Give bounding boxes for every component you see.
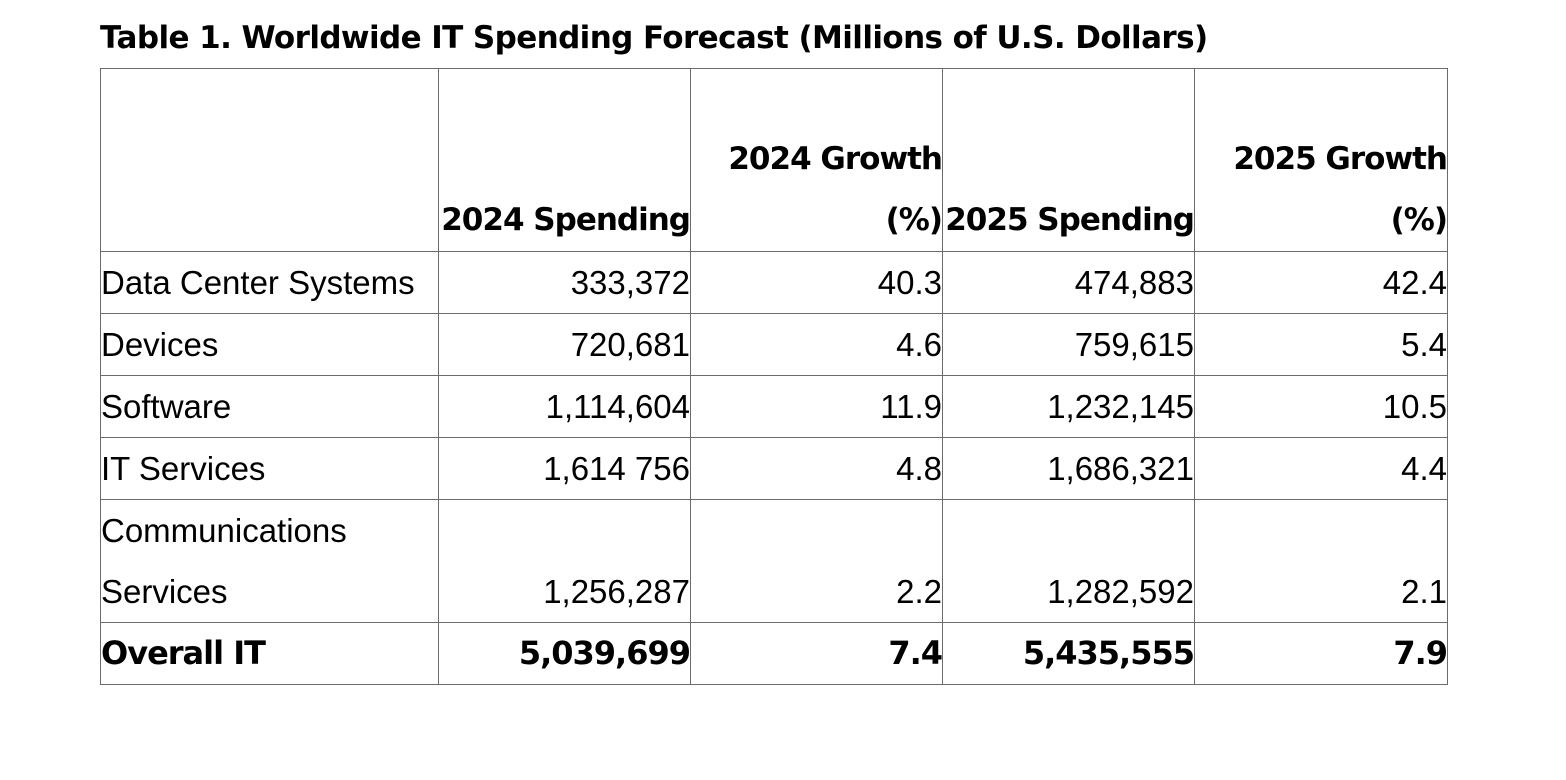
growth-2024-cell: 4.6 — [690, 313, 943, 376]
spend-2025-cell: 759,615 — [942, 313, 1195, 376]
table-row: Devices 720,681 4.6 759,615 5.4 — [100, 313, 1448, 376]
growth-2025-cell: 42.4 — [1194, 251, 1448, 314]
table-row: Software 1,114,604 11.9 1,232,145 10.5 — [100, 375, 1448, 438]
growth-2025-cell: 5.4 — [1194, 313, 1448, 376]
growth-2025-cell: 2.1 — [1194, 499, 1448, 623]
growth-2025-cell: 4.4 — [1194, 437, 1448, 500]
spend-2024-cell: 720,681 — [438, 313, 691, 376]
growth-2024-cell: 11.9 — [690, 375, 943, 438]
table-row: IT Services 1,614 756 4.8 1,686,321 4.4 — [100, 437, 1448, 500]
growth-2024-cell: 4.8 — [690, 437, 943, 500]
segment-cell: Devices — [100, 313, 439, 376]
spend-2024-cell: 1,614 756 — [438, 437, 691, 500]
spend-2025-cell: 1,232,145 — [942, 375, 1195, 438]
table-caption: Table 1. Worldwide IT Spending Forecast … — [100, 20, 1208, 56]
header-row: 2024 Spending 2024 Growth (%) 2025 Spend… — [100, 68, 1448, 252]
total-spend-2024-cell: 5,039,699 — [438, 622, 691, 685]
segment-cell: Data Center Systems — [100, 251, 439, 314]
spend-2025-cell: 1,282,592 — [942, 499, 1195, 623]
header-segment — [100, 68, 439, 252]
spend-2024-cell: 333,372 — [438, 251, 691, 314]
spend-2025-cell: 1,686,321 — [942, 437, 1195, 500]
segment-cell: Software — [100, 375, 439, 438]
header-2024-growth: 2024 Growth (%) — [690, 68, 943, 252]
growth-2024-cell: 2.2 — [690, 499, 943, 623]
total-segment-cell: Overall IT — [100, 622, 439, 685]
header-2024-spending: 2024 Spending — [438, 68, 691, 252]
it-spending-table: 2024 Spending 2024 Growth (%) 2025 Spend… — [100, 68, 1448, 685]
segment-cell: IT Services — [100, 437, 439, 500]
growth-2024-cell: 40.3 — [690, 251, 943, 314]
spend-2024-cell: 1,114,604 — [438, 375, 691, 438]
table-row: Communications Services 1,256,287 2.2 1,… — [100, 499, 1448, 623]
spend-2025-cell: 474,883 — [942, 251, 1195, 314]
header-2025-spending: 2025 Spending — [942, 68, 1195, 252]
header-2025-growth: 2025 Growth (%) — [1194, 68, 1448, 252]
segment-cell: Communications Services — [100, 499, 439, 623]
growth-2025-cell: 10.5 — [1194, 375, 1448, 438]
table-row: Data Center Systems 333,372 40.3 474,883… — [100, 251, 1448, 314]
total-growth-2024-cell: 7.4 — [690, 622, 943, 685]
total-growth-2025-cell: 7.9 — [1194, 622, 1448, 685]
total-spend-2025-cell: 5,435,555 — [942, 622, 1195, 685]
spend-2024-cell: 1,256,287 — [438, 499, 691, 623]
total-row: Overall IT 5,039,699 7.4 5,435,555 7.9 — [100, 622, 1448, 685]
